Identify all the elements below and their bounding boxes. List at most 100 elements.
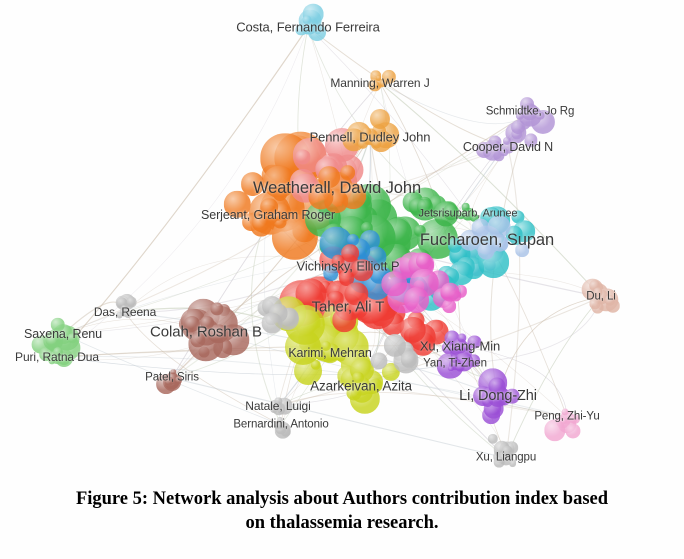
author-node-colah-roshan-b[interactable] bbox=[208, 323, 228, 344]
author-node-schmidtke-jo-rg[interactable] bbox=[535, 111, 545, 121]
author-label-natale-luigi[interactable]: Natale, Luigi bbox=[245, 399, 311, 413]
author-node-li-dong-zhi[interactable] bbox=[481, 395, 494, 408]
author-node-bernardini-antonio[interactable] bbox=[276, 417, 284, 424]
network-node[interactable] bbox=[589, 279, 601, 292]
author-node-karimi-mehran[interactable] bbox=[335, 350, 346, 362]
network-node[interactable] bbox=[443, 204, 459, 221]
author-node-azarkeivan-azita[interactable] bbox=[346, 385, 362, 401]
network-node[interactable] bbox=[210, 302, 224, 316]
author-node-pennell-dudley-john[interactable] bbox=[357, 138, 369, 149]
network-node[interactable] bbox=[126, 296, 138, 308]
author-node-saxena-renu[interactable] bbox=[50, 317, 65, 333]
author-node-xu-liangpu[interactable] bbox=[494, 456, 505, 468]
author-label-du-li[interactable]: Du, Li bbox=[586, 290, 616, 303]
author-node-pennell-dudley-john[interactable] bbox=[361, 127, 372, 137]
author-node-serjeant-graham-roger[interactable] bbox=[272, 210, 283, 221]
author-node-patel-siris[interactable] bbox=[170, 369, 177, 375]
network-node[interactable] bbox=[544, 419, 566, 441]
network-node[interactable] bbox=[384, 334, 407, 357]
author-label-karimi-mehran[interactable]: Karimi, Mehran bbox=[288, 345, 372, 360]
author-node-patel-siris[interactable] bbox=[165, 377, 174, 386]
author-label-pennell-dudley-john[interactable]: Pennell, Dudley John bbox=[309, 129, 431, 145]
author-label-bernardini-antonio[interactable]: Bernardini, Antonio bbox=[233, 418, 329, 431]
author-node-weatherall-david-john[interactable] bbox=[308, 183, 334, 209]
network-node[interactable] bbox=[240, 171, 265, 196]
author-node-fucharoen-supan[interactable] bbox=[477, 242, 495, 260]
author-node-weatherall-david-john[interactable] bbox=[339, 164, 356, 181]
author-node-peng-zhi-yu[interactable] bbox=[562, 408, 569, 416]
author-node-taher-ali-t[interactable] bbox=[327, 290, 344, 308]
author-node-natale-luigi[interactable] bbox=[274, 397, 282, 405]
network-node[interactable] bbox=[369, 109, 390, 130]
author-node-weatherall-david-john[interactable] bbox=[318, 166, 340, 188]
network-node[interactable] bbox=[487, 433, 499, 444]
author-node-vichinsky-elliott-p[interactable] bbox=[351, 259, 374, 282]
network-node[interactable] bbox=[467, 335, 481, 349]
author-label-xu-xiang-min[interactable]: Xu, Xiang-Min bbox=[419, 338, 501, 354]
network-node[interactable] bbox=[442, 299, 457, 313]
author-node-taher-ali-t[interactable] bbox=[344, 282, 368, 306]
author-label-colah-roshan-b[interactable]: Colah, Roshan B bbox=[150, 323, 262, 341]
author-node-xu-xiang-min[interactable] bbox=[462, 342, 471, 352]
network-node[interactable] bbox=[400, 351, 417, 368]
author-label-puri-ratna-dua[interactable]: Puri, Ratna Dua bbox=[15, 350, 99, 364]
author-node-yan-ti-zhen[interactable] bbox=[450, 355, 459, 364]
author-node-yan-ti-zhen[interactable] bbox=[455, 362, 465, 372]
author-node-xu-liangpu[interactable] bbox=[501, 445, 513, 457]
network-node[interactable] bbox=[295, 278, 327, 310]
author-node-cooper-david-n[interactable] bbox=[511, 143, 518, 151]
network-node[interactable] bbox=[322, 265, 339, 282]
author-node-puri-ratna-dua[interactable] bbox=[47, 356, 56, 365]
author-node-bernardini-antonio[interactable] bbox=[276, 420, 286, 430]
author-node-cooper-david-n[interactable] bbox=[502, 136, 511, 146]
author-node-schmidtke-jo-rg[interactable] bbox=[520, 97, 535, 111]
author-node-du-li[interactable] bbox=[589, 297, 601, 310]
author-node-karimi-mehran[interactable] bbox=[315, 350, 326, 361]
author-node-schmidtke-jo-rg[interactable] bbox=[516, 111, 525, 120]
author-node-jetsrisuparb-arunee[interactable] bbox=[469, 213, 479, 222]
author-node-azarkeivan-azita[interactable] bbox=[352, 371, 364, 384]
network-node[interactable] bbox=[370, 352, 388, 370]
author-node-cooper-david-n[interactable] bbox=[500, 148, 509, 156]
author-node-bernardini-antonio[interactable] bbox=[283, 423, 288, 428]
author-node-das-reena[interactable] bbox=[121, 305, 128, 311]
author-label-xu-liangpu[interactable]: Xu, Liangpu bbox=[475, 451, 537, 464]
author-node-du-li[interactable] bbox=[604, 295, 615, 306]
network-node[interactable] bbox=[488, 135, 502, 149]
author-node-das-reena[interactable] bbox=[124, 310, 133, 319]
author-label-cooper-david-n[interactable]: Cooper, David N bbox=[462, 139, 554, 154]
author-label-das-reena[interactable]: Das, Reena bbox=[93, 305, 157, 319]
author-label-costa-fernando-ferreira[interactable]: Costa, Fernando Ferreira bbox=[236, 19, 380, 35]
author-node-puri-ratna-dua[interactable] bbox=[53, 347, 63, 358]
author-label-fucharoen-supan[interactable]: Fucharoen, Supan bbox=[419, 230, 555, 249]
author-node-puri-ratna-dua[interactable] bbox=[57, 353, 70, 365]
author-node-colah-roshan-b[interactable] bbox=[184, 316, 201, 333]
network-node[interactable] bbox=[440, 282, 460, 302]
network-node[interactable] bbox=[261, 313, 283, 334]
author-label-yan-ti-zhen[interactable]: Yan, Ti-Zhen bbox=[423, 357, 487, 370]
author-node-pennell-dudley-john[interactable] bbox=[371, 137, 382, 149]
author-node-fucharoen-supan[interactable] bbox=[471, 218, 490, 238]
network-node[interactable] bbox=[381, 271, 408, 297]
network-node[interactable] bbox=[262, 165, 296, 199]
author-node-peng-zhi-yu[interactable] bbox=[569, 415, 577, 423]
author-node-serjeant-graham-roger[interactable] bbox=[252, 214, 271, 233]
author-node-xu-xiang-min[interactable] bbox=[449, 344, 457, 352]
author-node-yan-ti-zhen[interactable] bbox=[449, 358, 461, 370]
author-node-taher-ali-t[interactable] bbox=[332, 308, 356, 333]
author-label-vichinsky-elliott-p[interactable]: Vichinsky, Elliott P bbox=[296, 258, 400, 274]
author-node-manning-warren-j[interactable] bbox=[380, 80, 387, 87]
author-label-taher-ali-t[interactable]: Taher, Ali T bbox=[311, 298, 385, 316]
author-node-fucharoen-supan[interactable] bbox=[491, 234, 509, 252]
author-node-costa-fernando-ferreira[interactable] bbox=[302, 15, 312, 25]
author-node-saxena-renu[interactable] bbox=[45, 332, 61, 348]
author-node-colah-roshan-b[interactable] bbox=[190, 331, 206, 348]
network-node[interactable] bbox=[116, 297, 128, 309]
author-node-costa-fernando-ferreira[interactable] bbox=[295, 24, 308, 36]
author-node-das-reena[interactable] bbox=[116, 311, 124, 319]
author-node-jetsrisuparb-arunee[interactable] bbox=[457, 212, 465, 220]
author-node-saxena-renu[interactable] bbox=[67, 333, 77, 343]
network-node[interactable] bbox=[319, 280, 332, 293]
author-node-colah-roshan-b[interactable] bbox=[200, 315, 214, 330]
author-node-karimi-mehran[interactable] bbox=[320, 340, 331, 351]
